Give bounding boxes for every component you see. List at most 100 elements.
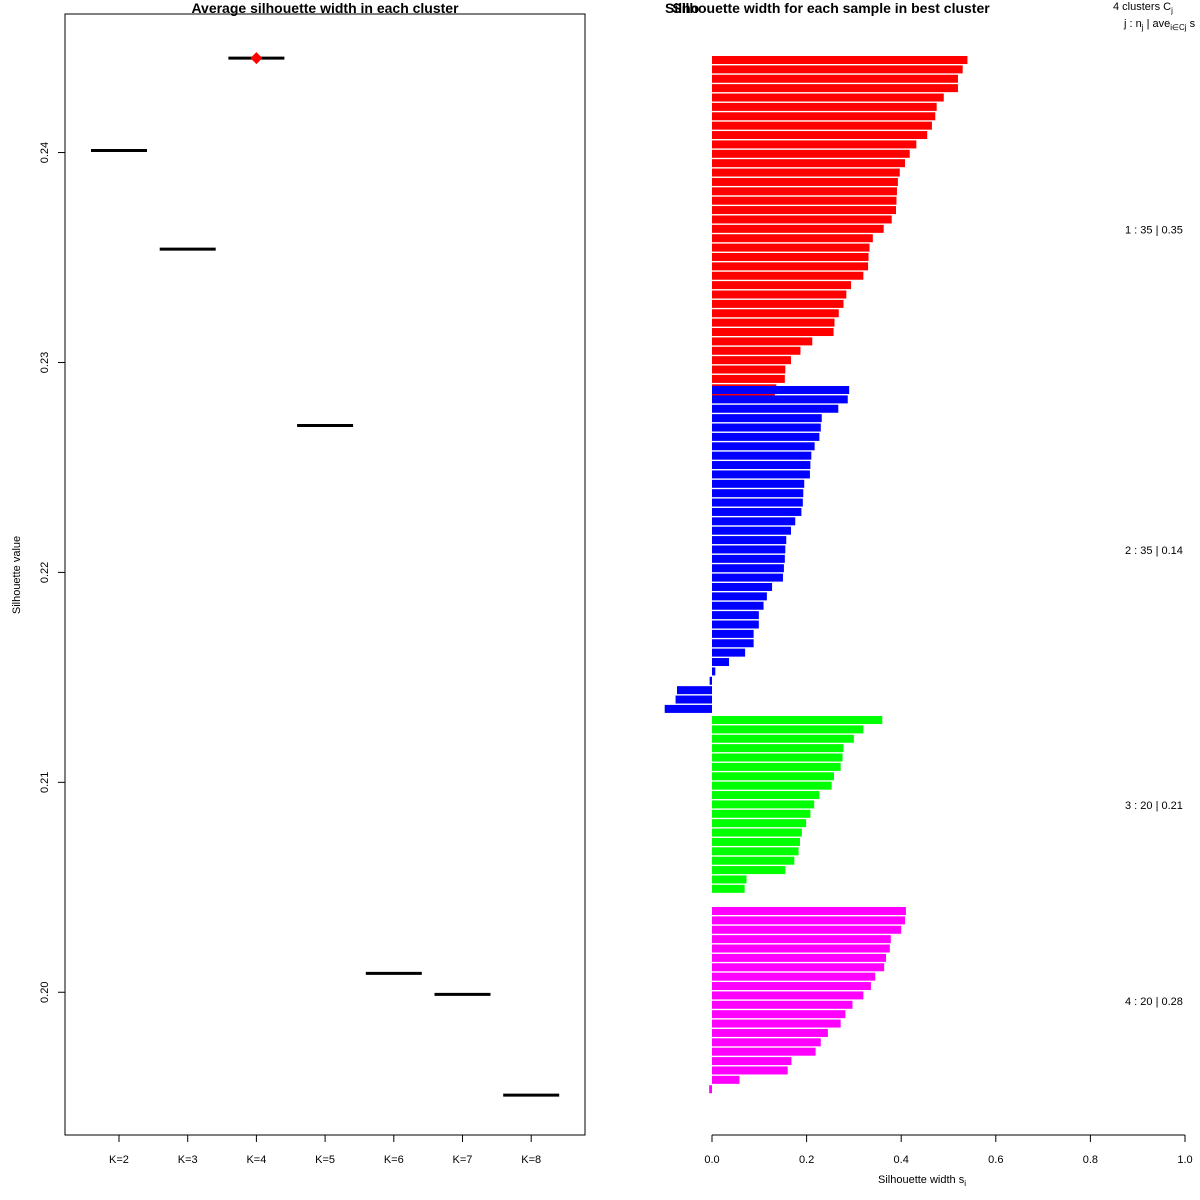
- silhouette-bar: [712, 414, 822, 423]
- silhouette-bar: [676, 686, 712, 695]
- right-chart-title-overlap: Silhouette plot of (x = (pam.clus), dist…: [665, 0, 955, 16]
- silhouette-bar: [712, 554, 785, 563]
- best-k-marker: [250, 52, 263, 65]
- left-y-tick-label: 0.21: [39, 772, 51, 793]
- legend-subheader-sub-set: i∈Cj: [1170, 23, 1187, 32]
- silhouette-bar: [712, 470, 810, 479]
- silhouette-bar: [712, 159, 905, 168]
- right-x-axis-label: Silhouette width si: [878, 1174, 966, 1188]
- legend-header-subscript: j: [1170, 6, 1173, 15]
- silhouette-bar: [712, 243, 870, 252]
- silhouette-bar: [712, 828, 802, 837]
- silhouette-bar: [712, 716, 883, 724]
- left-y-tick-label: 0.20: [39, 982, 51, 1003]
- silhouette-bar: [712, 1000, 853, 1009]
- silhouette-bar: [712, 93, 944, 102]
- legend-header-text: 4 clusters C: [1113, 1, 1171, 13]
- right-x-axis-label-subscript: i: [964, 1179, 966, 1188]
- left-x-tick-label: K=3: [178, 1154, 198, 1166]
- silhouette-bar: [712, 309, 839, 318]
- cluster-summary-label: 4 : 20 | 0.28: [1125, 996, 1183, 1008]
- silhouette-bar: [712, 772, 835, 781]
- silhouette-bar: [712, 658, 730, 667]
- silhouette-bar: [712, 299, 844, 308]
- silhouette-bar: [712, 753, 843, 762]
- silhouette-bar: [712, 131, 928, 140]
- silhouette-bar: [712, 404, 839, 413]
- silhouette-bar: [709, 676, 712, 685]
- silhouette-bar: [712, 1019, 841, 1028]
- silhouette-bar: [712, 991, 864, 1000]
- silhouette-bar: [712, 149, 910, 158]
- silhouette-bar: [712, 573, 783, 582]
- silhouette-bar: [712, 564, 784, 573]
- silhouette-bar: [712, 168, 900, 177]
- silhouette-bar: [712, 517, 796, 526]
- silhouette-bar: [712, 847, 799, 856]
- silhouette-bar: [712, 224, 884, 233]
- silhouette-bar: [712, 734, 854, 743]
- silhouette-bar: [712, 498, 803, 507]
- silhouette-bar: [712, 809, 811, 818]
- silhouette-bar: [712, 328, 834, 337]
- right-data-bars: [664, 56, 968, 1094]
- silhouette-bar: [712, 271, 864, 280]
- silhouette-bar: [712, 837, 800, 846]
- silhouette-bar: [712, 875, 747, 884]
- silhouette-bar: [712, 479, 805, 488]
- silhouette-bar: [712, 592, 767, 601]
- silhouette-bar: [712, 791, 820, 800]
- silhouette-bar: [712, 1010, 846, 1019]
- silhouette-bar: [675, 695, 712, 704]
- legend-header: 4 clusters Cj: [1113, 1, 1173, 15]
- left-y-axis: 0.20 0.21 0.22 0.23 0.24: [39, 142, 66, 1003]
- silhouette-bar: [712, 601, 764, 610]
- silhouette-bar: [712, 545, 786, 554]
- silhouette-bar: [712, 395, 848, 404]
- legend-subheader-sub-j: j: [1141, 23, 1144, 32]
- silhouette-bar: [712, 781, 832, 790]
- silhouette-bar: [712, 667, 716, 676]
- silhouette-bar: [712, 582, 773, 591]
- cluster-summary-label: 1 : 35 | 0.35: [1125, 225, 1183, 237]
- silhouette-bar: [712, 423, 821, 432]
- silhouette-bar: [712, 215, 892, 224]
- silhouette-bar: [712, 74, 958, 83]
- left-plot-frame: [64, 13, 586, 1136]
- silhouette-bar: [712, 252, 869, 261]
- right-x-tick-label: 1.0: [1177, 1154, 1192, 1166]
- right-x-tick-label: 0.8: [1083, 1154, 1098, 1166]
- silhouette-bar: [712, 639, 754, 648]
- silhouette-bar: [712, 972, 876, 981]
- silhouette-bar: [712, 629, 754, 638]
- silhouette-bar: [712, 112, 936, 121]
- left-y-axis-label: Silhouette value: [11, 536, 23, 614]
- silhouette-bar: [712, 318, 835, 327]
- silhouette-bar: [712, 944, 890, 953]
- silhouette-bar: [712, 432, 820, 441]
- silhouette-bar: [712, 953, 887, 962]
- silhouette-bar: [712, 451, 812, 460]
- silhouette-bar: [712, 84, 958, 93]
- right-x-axis-label-text: Silhouette width s: [878, 1174, 965, 1186]
- left-x-tick-label: K=4: [246, 1154, 266, 1166]
- silhouette-bar: [712, 935, 891, 944]
- silhouette-bar: [712, 963, 885, 972]
- left-y-tick-label: 0.23: [39, 352, 51, 373]
- cluster-labels: 1 : 35 | 0.35 2 : 35 | 0.14 3 : 20 | 0.21 4…: [1125, 225, 1183, 1008]
- silhouette-bar: [712, 1066, 788, 1075]
- silhouette-bar: [712, 800, 815, 809]
- silhouette-bar: [712, 442, 815, 451]
- silhouette-bar: [709, 1085, 712, 1094]
- left-x-tick-label: K=6: [384, 1154, 404, 1166]
- silhouette-bar: [712, 620, 759, 629]
- left-chart-title: Average silhouette width in each cluster: [191, 0, 459, 16]
- silhouette-sample-panel: Silhouette plot of (x = (pam.clus), dist…: [664, 0, 1196, 1188]
- silhouette-bar: [712, 925, 902, 934]
- silhouette-bar: [712, 386, 850, 394]
- silhouette-bar: [712, 648, 746, 657]
- right-chart-title: Silhouette width for each sample in best…: [672, 0, 990, 16]
- silhouette-bar: [712, 1075, 740, 1084]
- silhouette-bar: [712, 206, 896, 215]
